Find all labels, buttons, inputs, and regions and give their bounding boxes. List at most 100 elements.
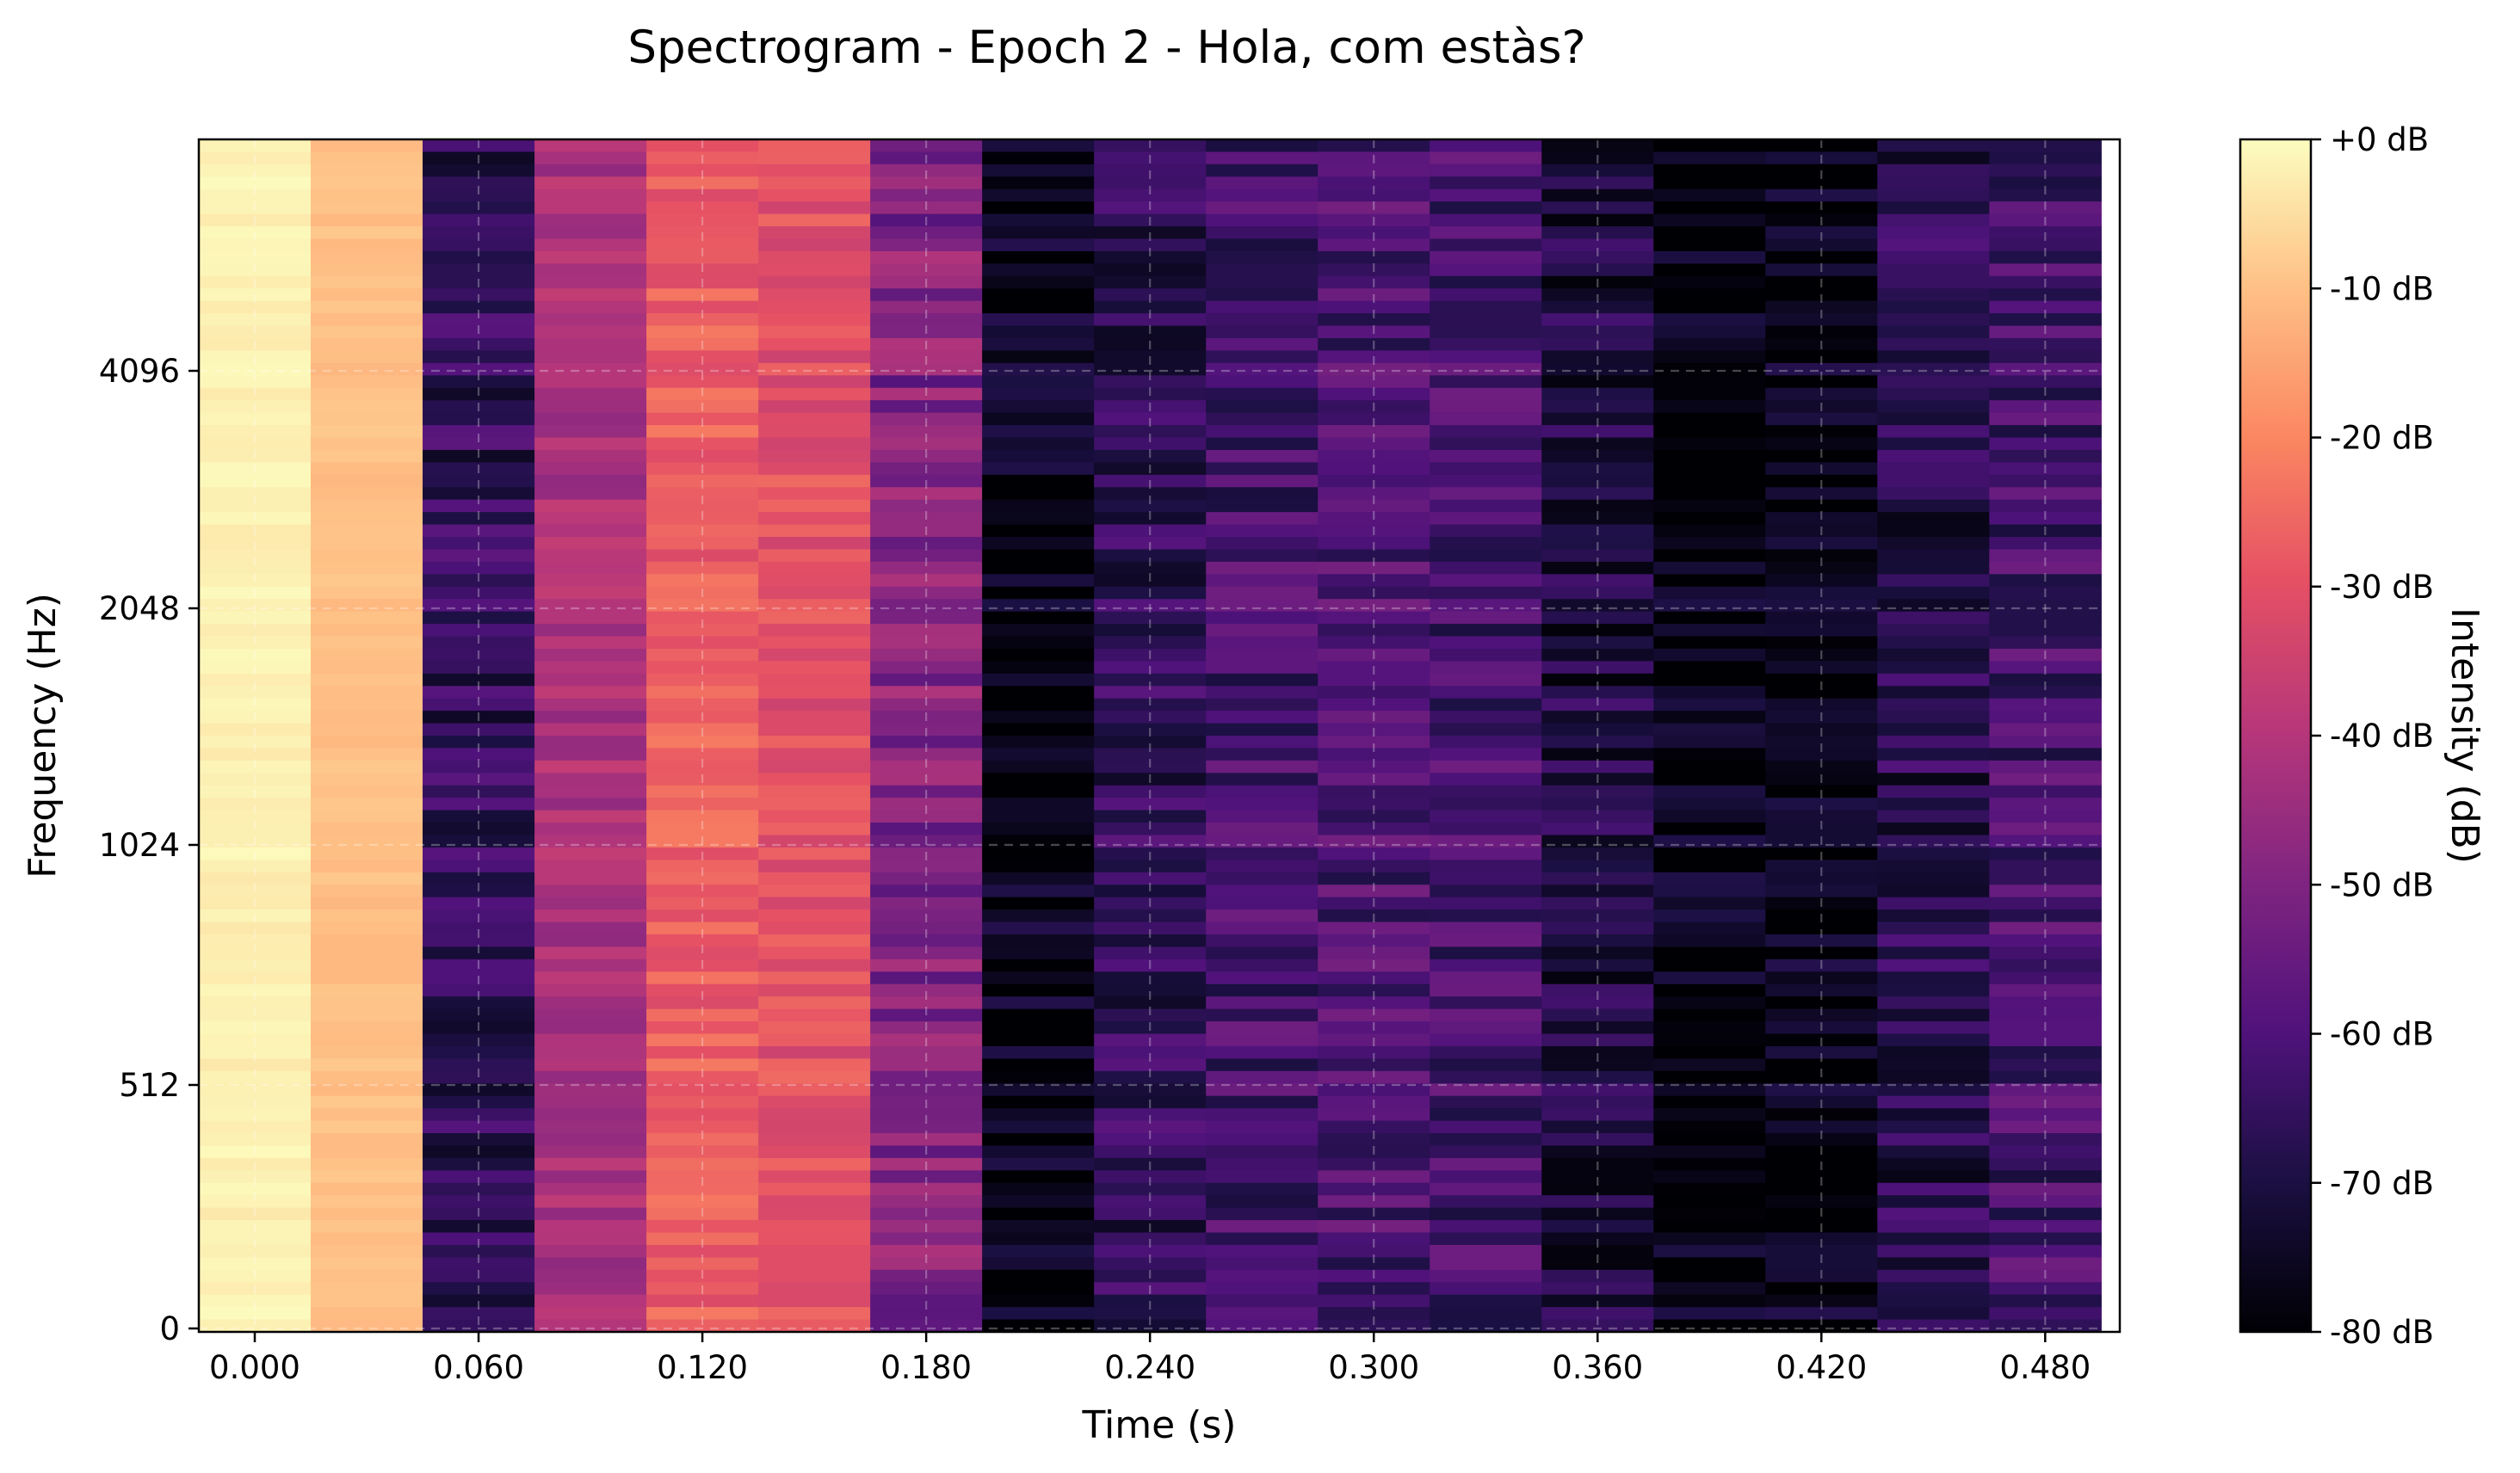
heatmap-cell xyxy=(1653,711,1766,724)
heatmap-cell xyxy=(1877,1207,1990,1221)
heatmap-cell xyxy=(1765,1319,1878,1333)
heatmap-cell xyxy=(1877,387,1990,401)
heatmap-cell xyxy=(534,773,647,786)
heatmap-cell xyxy=(1765,1157,1878,1171)
heatmap-cell xyxy=(1094,201,1207,215)
heatmap-cell xyxy=(1430,1232,1542,1246)
heatmap-cell xyxy=(1318,1008,1430,1022)
heatmap-cell xyxy=(1206,686,1319,700)
heatmap-cell xyxy=(1206,213,1319,227)
heatmap-cell xyxy=(982,238,1095,252)
heatmap-cell xyxy=(534,238,647,252)
heatmap-cell xyxy=(1653,201,1766,215)
heatmap-cell xyxy=(870,1070,983,1084)
heatmap-cell xyxy=(1094,1045,1207,1059)
heatmap-cell xyxy=(1206,1220,1319,1234)
heatmap-cell xyxy=(1541,1294,1654,1308)
heatmap-cell xyxy=(311,176,423,190)
heatmap-cell xyxy=(1541,325,1654,339)
heatmap-cell xyxy=(534,872,647,885)
heatmap-cell xyxy=(1653,1083,1766,1097)
heatmap-cell xyxy=(870,313,983,327)
heatmap-cell xyxy=(1765,338,1878,352)
heatmap-cell xyxy=(1541,574,1654,588)
y-tick-label: 4096 xyxy=(99,353,180,390)
heatmap-cell xyxy=(870,698,983,712)
heatmap-cell xyxy=(1206,139,1319,153)
heatmap-cell xyxy=(1318,313,1430,327)
heatmap-cell xyxy=(1430,474,1542,488)
heatmap-cell xyxy=(1765,1133,1878,1147)
heatmap-cell xyxy=(1877,362,1990,376)
heatmap-cell xyxy=(646,599,759,613)
heatmap-cell xyxy=(1206,1070,1319,1084)
y-tick-label: 1024 xyxy=(99,827,180,864)
heatmap-cell xyxy=(1877,288,1990,302)
heatmap-cell xyxy=(1765,711,1878,724)
heatmap-cell xyxy=(1765,785,1878,798)
heatmap-cell xyxy=(1989,151,2102,165)
heatmap-cell xyxy=(534,1319,647,1333)
heatmap-cell xyxy=(1430,823,1542,836)
heatmap-cell xyxy=(423,201,535,215)
heatmap-cell xyxy=(311,487,423,501)
heatmap-cell xyxy=(1206,1182,1319,1196)
heatmap-cell xyxy=(199,723,312,736)
heatmap-cell xyxy=(646,512,759,526)
heatmap-cell xyxy=(1206,1058,1319,1072)
heatmap-cell xyxy=(758,835,871,848)
heatmap-cell xyxy=(1430,1070,1542,1084)
heatmap-cell xyxy=(311,1269,423,1283)
heatmap-cell xyxy=(534,549,647,563)
colorbar-tick-label: +0 dB xyxy=(2330,121,2429,158)
heatmap-cell xyxy=(982,698,1095,712)
heatmap-cell xyxy=(870,723,983,736)
heatmap-cell xyxy=(423,1095,535,1109)
heatmap-cell xyxy=(534,1045,647,1059)
heatmap-cell xyxy=(1318,934,1430,948)
heatmap-cell xyxy=(1765,723,1878,736)
heatmap-cell xyxy=(1094,1269,1207,1283)
heatmap-cell xyxy=(1541,698,1654,712)
heatmap-cell xyxy=(534,823,647,836)
heatmap-cell xyxy=(1541,387,1654,401)
heatmap-cell xyxy=(1877,760,1990,773)
heatmap-cell xyxy=(423,288,535,302)
heatmap-cell xyxy=(1318,188,1430,202)
heatmap-cell xyxy=(1989,313,2102,327)
heatmap-cell xyxy=(1094,462,1207,476)
heatmap-cell xyxy=(870,798,983,811)
heatmap-cell xyxy=(1877,250,1990,264)
heatmap-cell xyxy=(646,226,759,240)
heatmap-cell xyxy=(199,574,312,588)
heatmap-cell xyxy=(534,723,647,736)
heatmap-cell xyxy=(423,1244,535,1258)
heatmap-cell xyxy=(534,325,647,339)
heatmap-cell xyxy=(1765,946,1878,960)
heatmap-cell xyxy=(646,909,759,923)
heatmap-cell xyxy=(1430,574,1542,588)
heatmap-cell xyxy=(758,325,871,339)
heatmap-cell xyxy=(1206,748,1319,761)
heatmap-cell xyxy=(1318,1182,1430,1196)
heatmap-cell xyxy=(1430,921,1542,935)
heatmap-cell xyxy=(1541,425,1654,439)
heatmap-cell xyxy=(1094,1108,1207,1122)
heatmap-cell xyxy=(1541,400,1654,414)
heatmap-cell xyxy=(1541,512,1654,526)
heatmap-cell xyxy=(646,163,759,177)
heatmap-cell xyxy=(646,1282,759,1296)
heatmap-cell xyxy=(1206,462,1319,476)
heatmap-cell xyxy=(1094,760,1207,773)
heatmap-cell xyxy=(1877,648,1990,662)
heatmap-cell xyxy=(1989,1182,2102,1196)
heatmap-cell xyxy=(1094,847,1207,860)
heatmap-cell xyxy=(199,1157,312,1171)
heatmap-cell xyxy=(1765,151,1878,165)
heatmap-cell xyxy=(534,1133,647,1147)
heatmap-cell xyxy=(1765,835,1878,848)
heatmap-cell xyxy=(1094,163,1207,177)
heatmap-cell xyxy=(423,1220,535,1234)
heatmap-cell xyxy=(311,760,423,773)
heatmap-cell xyxy=(758,1257,871,1271)
